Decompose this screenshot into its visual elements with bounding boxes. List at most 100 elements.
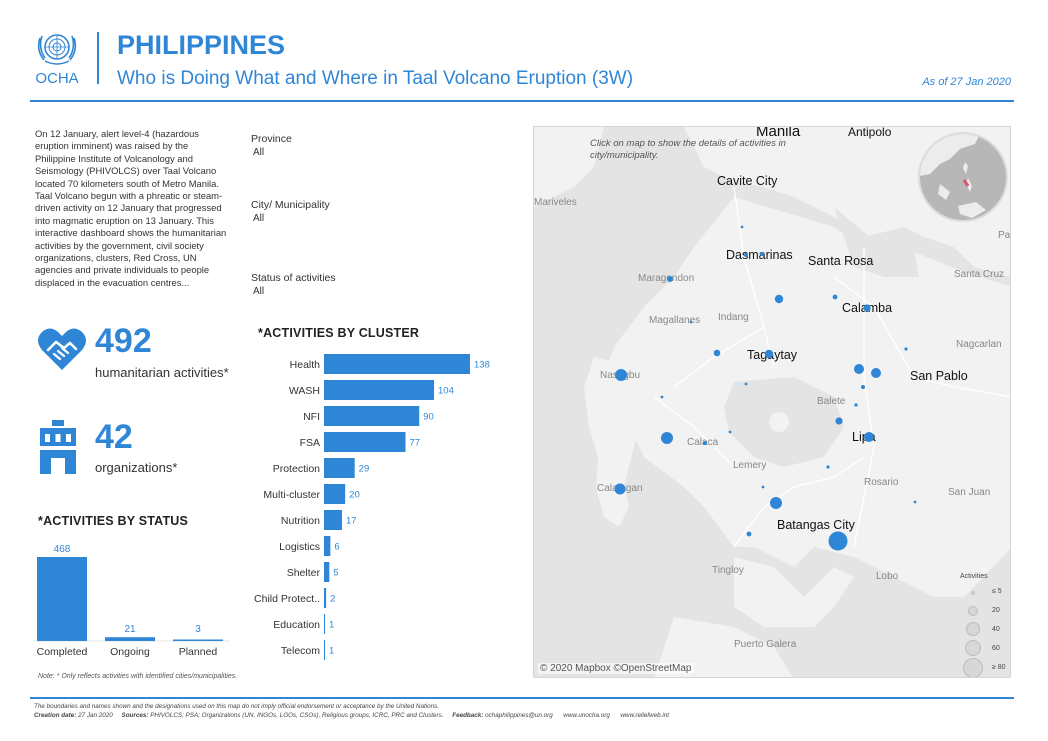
cluster-bar-chart[interactable]: Health 138 WASH 104 NFI 90 FSA 77 Protection 29 Mu… — [250, 352, 510, 664]
map-hint: Click on map to show the details of acti… — [590, 138, 786, 161]
organizations-label: organizations* — [95, 460, 178, 475]
cluster-category-label: WASH — [289, 385, 320, 397]
map-label-santa-cruz: Santa Cruz — [954, 269, 1005, 280]
legend-dot — [963, 658, 983, 677]
building-icon — [40, 420, 76, 474]
activities-label: humanitarian activities* — [95, 365, 229, 380]
filter-label: City/ Municipality — [251, 199, 330, 211]
map-label-cavite-city: Cavite City — [717, 174, 778, 188]
unocha-link[interactable]: www.unocha.org — [563, 712, 610, 719]
cluster-value-label: 2 — [330, 594, 335, 605]
map-label-calaca: Calaca — [687, 437, 719, 448]
status-filter[interactable]: Status of activities All — [251, 272, 451, 297]
map-label-antipolo: Antipolo — [848, 126, 892, 139]
cluster-value-label: 138 — [474, 360, 490, 371]
cluster-bar[interactable] — [324, 406, 420, 426]
cluster-value-label: 90 — [423, 412, 434, 423]
cluster-value-label: 6 — [334, 542, 339, 553]
map-label-tagaytay: Tagaytay — [747, 348, 798, 362]
cluster-category-label: Logistics — [279, 541, 320, 553]
map-label-pa: Pa — [998, 230, 1011, 241]
map-label-dasmarinas: Dasmarinas — [726, 248, 793, 262]
status-bar-chart[interactable]: 468 Completed 21 Ongoing 3 Planned — [30, 540, 240, 665]
map-label-lemery: Lemery — [733, 460, 767, 471]
page-subtitle: Who is Doing What and Where in Taal Volc… — [117, 68, 634, 89]
cluster-bar[interactable] — [324, 380, 435, 400]
cluster-bar[interactable] — [324, 432, 406, 452]
cluster-bar[interactable] — [324, 354, 470, 374]
cluster-category-label: Child Protect.. — [254, 593, 320, 605]
cluster-bar[interactable] — [324, 458, 355, 478]
legend-label: ≤ 5 — [992, 588, 1002, 595]
cluster-bar[interactable] — [324, 536, 331, 556]
legend-dot — [971, 591, 975, 595]
feedback-email[interactable]: ochaphilippines@un.org — [485, 712, 553, 719]
cluster-category-label: Telecom — [281, 645, 320, 657]
status-bar[interactable] — [105, 637, 155, 641]
map-label-nasugbu: Nasugbu — [600, 370, 641, 381]
legend-dot — [965, 640, 981, 656]
filter-label: Status of activities — [251, 272, 336, 284]
cluster-bar[interactable] — [324, 562, 330, 582]
activities-count: 492 — [95, 322, 152, 360]
footer-rule — [30, 697, 1014, 699]
status-chart-title: *ACTIVITIES BY STATUS — [38, 514, 189, 528]
cluster-bar[interactable] — [324, 484, 346, 504]
map-label-calatagan: Calatagan — [597, 483, 643, 494]
status-bar[interactable] — [173, 639, 223, 642]
map-attribution[interactable]: © 2020 Mapbox ©OpenStreetMap — [538, 663, 694, 674]
creation-date: 27 Jan 2020 — [78, 712, 113, 719]
map-label-san-juan: San Juan — [948, 487, 991, 498]
legend-dot — [966, 622, 980, 636]
legend-dot — [968, 606, 978, 616]
map-label-batangas-city: Batangas City — [777, 518, 855, 532]
cluster-bar[interactable] — [324, 588, 327, 608]
map-label-lobo: Lobo — [876, 571, 899, 582]
cluster-bar[interactable] — [324, 510, 342, 530]
status-category-label: Planned — [179, 646, 218, 658]
cluster-category-label: Shelter — [287, 567, 321, 579]
legend-label: ≥ 80 — [992, 664, 1006, 671]
un-emblem-icon — [37, 34, 77, 65]
filter-value[interactable]: All — [253, 147, 265, 158]
page-title: PHILIPPINES — [117, 30, 286, 60]
province-filter[interactable]: Province All — [251, 133, 451, 158]
logo-text: OCHA — [35, 70, 79, 87]
disclaimer: The boundaries and names shown and the d… — [34, 703, 439, 710]
cluster-value-label: 5 — [333, 568, 338, 579]
map-label-santa-rosa: Santa Rosa — [808, 254, 874, 268]
map-label-manila: Manila — [756, 126, 801, 140]
status-bar[interactable] — [37, 557, 87, 641]
filter-value[interactable]: All — [253, 213, 265, 224]
activities-map[interactable]: Click on map to show the details of acti… — [533, 126, 1011, 678]
legend-title: Activities — [960, 573, 988, 580]
cluster-category-label: Education — [273, 619, 320, 631]
ocha-logo: OCHA — [30, 28, 84, 90]
cluster-bar[interactable] — [324, 640, 326, 660]
filter-value[interactable]: All — [253, 286, 265, 297]
map-label-maragondon: Maragondon — [638, 273, 695, 284]
sources-label: Sources: — [121, 712, 149, 719]
cluster-chart-title: *ACTIVITIES BY CLUSTER — [258, 326, 420, 340]
map-label-calamba: Calamba — [842, 301, 893, 315]
cluster-category-label: NFI — [303, 411, 320, 423]
sources-text: PHIVOLCS; PSA; Organizations (UN, INGOs,… — [150, 712, 444, 719]
map-label-nagcarlan: Nagcarlan — [956, 339, 1002, 350]
cluster-value-label: 77 — [409, 438, 420, 449]
cluster-value-label: 104 — [438, 386, 454, 397]
cluster-bar[interactable] — [324, 614, 326, 634]
legend-label: 20 — [992, 607, 1000, 614]
cluster-value-label: 29 — [359, 464, 370, 475]
city-filter[interactable]: City/ Municipality All — [251, 199, 451, 224]
reliefweb-link[interactable]: www.reliefweb.int — [620, 712, 670, 719]
header-divider — [97, 32, 99, 84]
intro-text: On 12 January, alert level-4 (hazardous … — [35, 128, 227, 288]
note: Note: * Only reflects activities with id… — [38, 673, 238, 680]
header-rule — [30, 100, 1014, 102]
status-value-label: 21 — [124, 624, 136, 635]
legend-label: 60 — [992, 645, 1000, 652]
map-label-rosario: Rosario — [864, 477, 899, 488]
cluster-value-label: 1 — [329, 646, 334, 657]
feedback-label: Feedback: — [452, 712, 484, 719]
map-label-indang: Indang — [718, 312, 749, 323]
